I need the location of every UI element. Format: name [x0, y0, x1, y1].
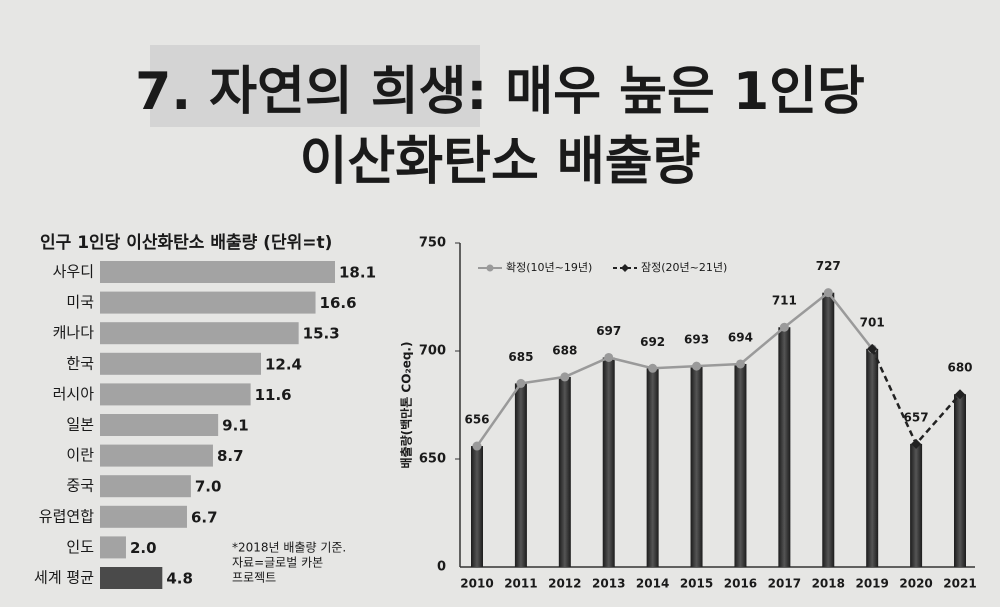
legend-marker: [621, 264, 629, 272]
value-label: 693: [684, 333, 709, 347]
bar: [602, 357, 615, 567]
x-tick-label: 2011: [504, 577, 537, 591]
legend-label: 잠정(20년~21년): [641, 261, 727, 274]
note: 프로젝트: [232, 571, 276, 585]
bar: [100, 536, 126, 559]
x-tick-label: 2010: [460, 577, 493, 591]
value-label: 701: [860, 315, 885, 329]
x-tick-label: 2018: [812, 577, 845, 591]
point: [779, 322, 789, 332]
chart-title: 인구 1인당 이산화탄소 배출량 (단위=t): [40, 233, 332, 253]
category-label: 이란: [66, 446, 94, 464]
category-label: 사우디: [53, 263, 94, 281]
value-label: 7.0: [195, 478, 222, 496]
value-label: 692: [640, 335, 665, 349]
bar: [690, 366, 703, 567]
bar: [100, 291, 316, 314]
point: [867, 343, 878, 354]
category-label: 유렵연합: [39, 507, 94, 525]
x-tick-label: 2019: [855, 577, 888, 591]
x-tick-label: 2015: [680, 577, 713, 591]
value-label: 8.7: [217, 447, 244, 465]
x-tick-label: 2021: [943, 577, 976, 591]
bar: [910, 443, 923, 567]
category-label: 미국: [66, 293, 94, 311]
bar: [778, 327, 791, 567]
value-label: 711: [772, 294, 797, 308]
point: [516, 378, 526, 388]
category-label: 인도: [66, 538, 94, 556]
point: [648, 363, 658, 373]
bar: [822, 292, 835, 567]
value-label: 9.1: [222, 417, 249, 435]
value-label: 688: [552, 343, 577, 357]
value-label: 2.0: [130, 539, 157, 557]
point: [560, 372, 570, 382]
point: [692, 361, 702, 371]
bar: [100, 261, 335, 283]
value-label: 656: [464, 413, 489, 427]
legend-marker: [486, 264, 494, 272]
value-label: 11.6: [255, 386, 292, 404]
bar: [734, 363, 747, 567]
point: [604, 352, 614, 362]
bar: [646, 368, 659, 567]
value-label: 680: [947, 361, 972, 375]
bar: [100, 444, 213, 467]
x-tick-label: 2020: [899, 577, 932, 591]
category-label: 러시아: [53, 385, 95, 403]
x-tick-label: 2013: [592, 577, 625, 591]
x-tick-label: 2017: [768, 577, 801, 591]
bar: [100, 352, 261, 375]
bar: [514, 383, 527, 567]
y-tick-label: 750: [419, 236, 446, 251]
x-tick-label: 2016: [724, 577, 757, 591]
note: *2018년 배출량 기준.: [232, 541, 346, 555]
bar: [866, 348, 879, 567]
category-label: 일본: [66, 416, 94, 434]
value-label: 657: [904, 410, 929, 424]
y-origin-label: 0: [437, 560, 446, 575]
bar: [100, 383, 251, 406]
value-label: 16.6: [320, 294, 357, 312]
y-tick-label: 650: [419, 452, 446, 467]
point: [911, 438, 922, 449]
category-label: 한국: [66, 354, 94, 372]
category-label: 캐나다: [53, 324, 95, 342]
legend-label: 확정(10년~19년): [506, 261, 592, 274]
title-line: 이산화탄소 배출량: [300, 132, 701, 192]
point: [823, 288, 833, 298]
value-label: 12.4: [265, 355, 302, 373]
category-label: 중국: [66, 477, 94, 495]
value-label: 18.1: [339, 264, 376, 282]
x-tick-label: 2012: [548, 577, 581, 591]
point: [735, 359, 745, 369]
value-label: 697: [596, 324, 621, 338]
bar: [954, 394, 966, 567]
value-label: 6.7: [191, 508, 218, 526]
bar: [100, 505, 187, 528]
value-label: 694: [728, 330, 753, 344]
value-label: 15.3: [303, 325, 340, 343]
point: [955, 389, 965, 400]
bar: [100, 475, 191, 498]
bar: [471, 446, 483, 567]
category-label: 세계 평균: [34, 569, 94, 587]
note: 자료=글로벌 카본: [232, 556, 323, 570]
bar: [100, 322, 299, 345]
y-tick-label: 700: [419, 344, 446, 359]
bar: [100, 567, 163, 589]
bar: [558, 376, 571, 567]
value-label: 685: [508, 350, 533, 364]
y-axis-label: 배출량(백만톤 CO₂eq.): [399, 342, 414, 469]
line: [475, 290, 874, 447]
title-highlight: [150, 45, 480, 127]
value-label: 727: [816, 259, 841, 273]
value-label: 4.8: [166, 570, 193, 588]
point: [472, 441, 482, 451]
bar: [100, 414, 219, 436]
title-line: 7. 자연의 희생: 매우 높은 1인당: [135, 62, 865, 122]
x-tick-label: 2014: [636, 577, 669, 591]
